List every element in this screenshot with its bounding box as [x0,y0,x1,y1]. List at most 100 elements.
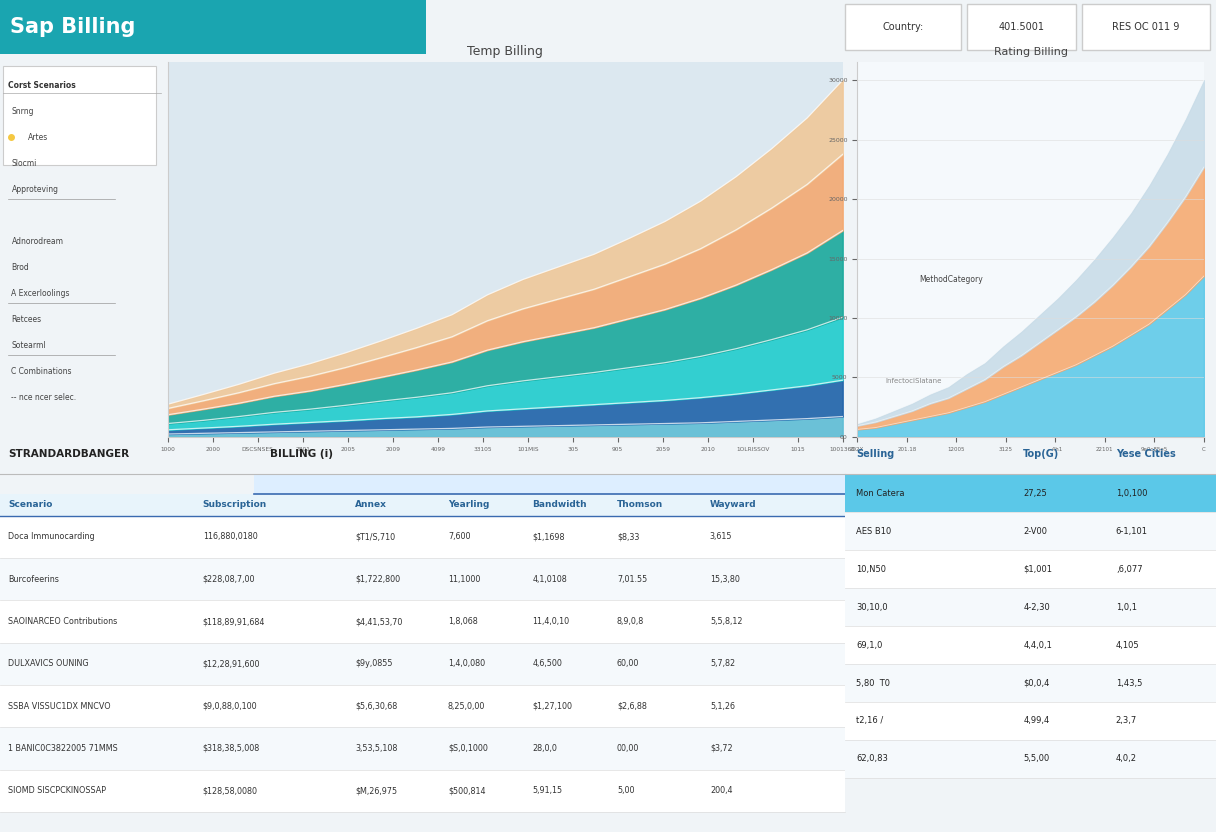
Text: Sap Billing: Sap Billing [10,17,135,37]
Text: Corst Scenarios: Corst Scenarios [9,81,75,90]
Text: 7,01.55: 7,01.55 [617,575,647,584]
Text: 4,0,2: 4,0,2 [1116,755,1137,764]
Text: 60,00: 60,00 [617,659,640,668]
Text: $118,89,91,684: $118,89,91,684 [203,617,265,626]
Text: -- nce ncer selec.: -- nce ncer selec. [11,393,77,402]
Text: $3,72: $3,72 [710,744,732,753]
Text: $318,38,5,008: $318,38,5,008 [203,744,260,753]
Text: Mon Catera: Mon Catera [856,489,905,498]
Text: $1,001: $1,001 [1023,565,1052,574]
Text: SIOMD SISCPCKINOSSAP: SIOMD SISCPCKINOSSAP [9,786,107,795]
FancyBboxPatch shape [967,4,1076,50]
Text: $4,41,53,70: $4,41,53,70 [355,617,402,626]
Text: Country:: Country: [883,22,923,32]
Text: $500,814: $500,814 [447,786,485,795]
Text: 4-2,30: 4-2,30 [1023,602,1049,612]
Text: 3,53,5,108: 3,53,5,108 [355,744,398,753]
Text: 8,25,0,00: 8,25,0,00 [447,701,485,711]
FancyBboxPatch shape [845,513,1216,550]
FancyBboxPatch shape [845,664,1216,702]
Text: A Excerloolings: A Excerloolings [11,289,71,298]
Text: $12,28,91,600: $12,28,91,600 [203,659,260,668]
Text: Scenario: Scenario [9,500,52,509]
Text: Slocmi: Slocmi [11,159,36,167]
Text: 2-V00: 2-V00 [1023,527,1047,536]
Text: 1,0,1: 1,0,1 [1116,602,1137,612]
Text: 5,1,26: 5,1,26 [710,701,734,711]
Text: $9y,0855: $9y,0855 [355,659,393,668]
Text: Snrng: Snrng [11,106,34,116]
Text: STRANDARDBANGER: STRANDARDBANGER [9,448,130,458]
Text: 2,3,7: 2,3,7 [1116,716,1137,726]
Title: Rating Billing: Rating Billing [993,47,1068,57]
Text: 5,91,15: 5,91,15 [533,786,563,795]
Text: 200,4: 200,4 [710,786,732,795]
FancyBboxPatch shape [0,642,845,685]
Text: 27,25: 27,25 [1023,489,1047,498]
Text: Yese Cities: Yese Cities [1116,448,1176,458]
Text: 5,7,82: 5,7,82 [710,659,734,668]
FancyBboxPatch shape [0,727,845,770]
Text: 401.5001: 401.5001 [998,22,1045,32]
Text: SSBA VISSUC1DX MNCVO: SSBA VISSUC1DX MNCVO [9,701,111,711]
Text: ,6,077: ,6,077 [1116,565,1143,574]
Text: 5,80  T0: 5,80 T0 [856,679,890,687]
Text: $5,6,30,68: $5,6,30,68 [355,701,398,711]
Text: 1,43,5: 1,43,5 [1116,679,1142,687]
Text: $9,0,88,0,100: $9,0,88,0,100 [203,701,258,711]
Text: $M,26,975: $M,26,975 [355,786,398,795]
FancyBboxPatch shape [0,685,845,727]
FancyBboxPatch shape [845,740,1216,778]
FancyBboxPatch shape [845,474,1216,513]
Text: 8,9,0,8: 8,9,0,8 [617,617,644,626]
Text: BILLING (i): BILLING (i) [270,448,333,458]
Text: 6-1,101: 6-1,101 [1116,527,1148,536]
Text: Annex: Annex [355,500,387,509]
Text: $8,33: $8,33 [617,532,640,542]
Text: 62,0,83: 62,0,83 [856,755,888,764]
FancyBboxPatch shape [0,770,845,812]
Text: $1,27,100: $1,27,100 [533,701,573,711]
Text: 7,600: 7,600 [447,532,471,542]
FancyBboxPatch shape [0,0,426,54]
FancyBboxPatch shape [0,601,845,642]
Text: $0,0,4: $0,0,4 [1023,679,1049,687]
FancyBboxPatch shape [0,516,845,558]
Text: $T1/S,710: $T1/S,710 [355,532,395,542]
Text: 00,00: 00,00 [617,744,640,753]
Text: 5,5,00: 5,5,00 [1023,755,1049,764]
Text: 4,1,0108: 4,1,0108 [533,575,567,584]
Text: 11,4,0,10: 11,4,0,10 [533,617,569,626]
Text: Burcofeerins: Burcofeerins [9,575,60,584]
FancyBboxPatch shape [4,66,156,166]
FancyBboxPatch shape [253,475,845,494]
Text: 15,3,80: 15,3,80 [710,575,739,584]
Text: $228,08,7,00: $228,08,7,00 [203,575,255,584]
Text: RES OC 011 9: RES OC 011 9 [1113,22,1180,32]
Text: Artes: Artes [28,132,49,141]
Text: t2,16 /: t2,16 / [856,716,884,726]
FancyBboxPatch shape [1082,4,1210,50]
FancyBboxPatch shape [0,494,845,516]
FancyBboxPatch shape [845,4,961,50]
Text: 1,8,068: 1,8,068 [447,617,478,626]
Text: Sotearml: Sotearml [11,341,46,349]
Text: 4,4,0,1: 4,4,0,1 [1023,641,1052,650]
Text: 30,10,0: 30,10,0 [856,602,888,612]
Text: 5,5,8,12: 5,5,8,12 [710,617,743,626]
Text: $128,58,0080: $128,58,0080 [203,786,258,795]
Text: DULXAVICS OUNING: DULXAVICS OUNING [9,659,89,668]
Text: $S,0,1000: $S,0,1000 [447,744,488,753]
Text: Adnorodream: Adnorodream [11,236,63,245]
Text: 10,N50: 10,N50 [856,565,886,574]
Text: 1,0,100: 1,0,100 [1116,489,1148,498]
Text: Thomson: Thomson [617,500,663,509]
Text: InfectociSlatane: InfectociSlatane [885,378,941,384]
Text: 28,0,0: 28,0,0 [533,744,557,753]
Text: 4,105: 4,105 [1116,641,1139,650]
Text: Brod: Brod [11,263,29,272]
Text: Wayward: Wayward [710,500,756,509]
Title: Temp Billing: Temp Billing [467,46,544,58]
FancyBboxPatch shape [845,550,1216,588]
Text: Selling: Selling [856,448,895,458]
